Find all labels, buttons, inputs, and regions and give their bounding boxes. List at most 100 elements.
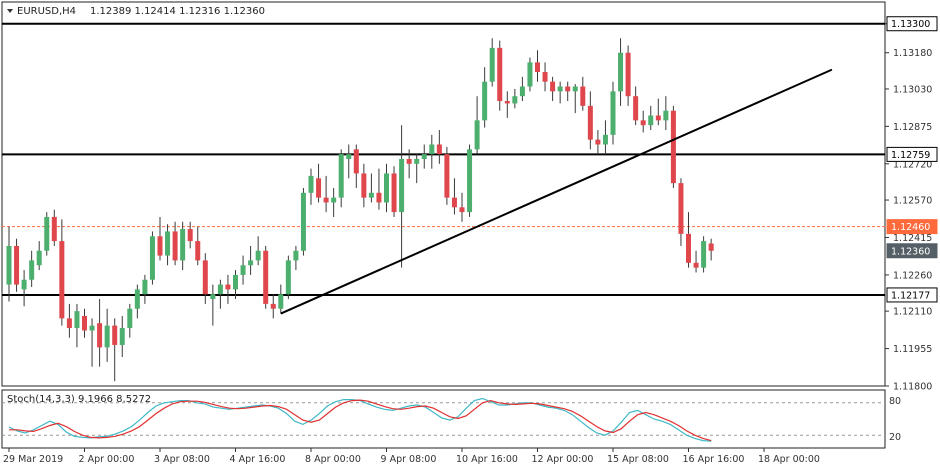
candle: [248, 245, 254, 275]
candle: [74, 303, 80, 348]
candle: [519, 76, 525, 102]
candle: [134, 284, 140, 319]
candle-body: [149, 236, 155, 280]
x-tick-label: 9 Apr 08:00: [381, 454, 437, 465]
candle: [202, 253, 208, 304]
candle: [127, 303, 133, 338]
candle-body: [625, 52, 631, 97]
candle-body: [610, 91, 616, 135]
candle: [240, 255, 246, 285]
candle: [89, 318, 95, 367]
x-tick-label: 10 Apr 16:00: [456, 454, 518, 465]
candle: [565, 81, 571, 102]
bid-price-badge-text: 1.12360: [891, 246, 930, 257]
candle-body: [368, 192, 374, 198]
candle-body: [119, 328, 125, 345]
y-tick-label: 1.12260: [893, 270, 932, 281]
candle: [474, 96, 480, 155]
candle-body: [527, 62, 533, 87]
candle: [180, 221, 186, 271]
candle: [414, 154, 420, 184]
candle: [640, 110, 646, 133]
candle-body: [51, 216, 57, 242]
candle-body: [285, 260, 291, 295]
x-tick-label: 29 Mar 2019: [3, 454, 63, 465]
candle: [104, 308, 110, 362]
candle: [97, 299, 103, 367]
candle-body: [686, 233, 691, 263]
candle-body: [157, 236, 163, 256]
candle-body: [436, 144, 442, 155]
current-line-badge: 1.12460: [886, 219, 938, 235]
candle: [255, 236, 261, 266]
candle: [165, 224, 171, 266]
candle-body: [202, 260, 208, 295]
candle-body: [104, 325, 110, 348]
candle-body: [482, 81, 488, 121]
candle: [270, 294, 276, 319]
candle-body: [595, 139, 601, 145]
stochastic-lines: [2, 397, 885, 442]
candle: [451, 178, 457, 215]
candle-body: [535, 62, 540, 73]
candle-body: [384, 173, 389, 203]
candle-body: [323, 197, 329, 203]
candle-body: [74, 311, 80, 329]
candle-body: [300, 192, 306, 251]
candle: [51, 209, 57, 246]
candle-body: [542, 72, 548, 82]
trendline: [280, 68, 833, 315]
candle-body: [66, 318, 72, 329]
candle: [368, 173, 374, 203]
candle: [587, 91, 593, 150]
y-tick-label: 1.12110: [893, 307, 932, 318]
candle-body: [6, 245, 12, 285]
candle: [512, 88, 518, 109]
candle: [535, 50, 540, 82]
current-line-badge-box: [886, 219, 938, 235]
x-tick-label: 16 Apr 16:00: [683, 454, 745, 465]
candle-body: [112, 325, 118, 345]
symbol-label: EURUSD,H4: [17, 6, 76, 17]
candle: [66, 303, 72, 338]
candle-body: [701, 241, 707, 268]
candle-body: [580, 86, 586, 106]
x-tick-label: 3 Apr 08:00: [154, 454, 210, 465]
candle: [353, 144, 359, 188]
candle-body: [504, 101, 510, 104]
candle-body: [602, 134, 608, 145]
candle-body: [346, 154, 352, 159]
candle: [217, 279, 223, 309]
candle: [618, 38, 624, 106]
candle: [36, 241, 42, 271]
candle: [233, 270, 238, 300]
candle: [686, 212, 691, 268]
candle-body: [210, 294, 216, 300]
candle: [610, 81, 616, 145]
level-badge-box: [886, 16, 938, 32]
candle: [489, 38, 495, 87]
candle: [595, 130, 601, 155]
candle-body: [21, 279, 27, 290]
level-badge-text: 1.12759: [891, 150, 930, 161]
candle: [429, 134, 435, 169]
candle-body: [648, 115, 654, 126]
bid-price-badge: 1.12360: [886, 243, 938, 259]
candle-body: [180, 229, 186, 261]
candle-body: [414, 158, 420, 164]
candle: [112, 318, 118, 382]
level-badge-box: [886, 287, 938, 303]
price-panel: [1, 1, 886, 387]
candle: [459, 192, 465, 222]
candle: [263, 245, 269, 309]
chevron-down-icon[interactable]: [7, 9, 13, 13]
candle: [316, 163, 322, 203]
candle-body: [240, 265, 246, 275]
candle-body: [14, 245, 20, 285]
current-line-badge-text: 1.12460: [891, 222, 930, 233]
candlesticks: [6, 38, 714, 382]
candle: [384, 163, 389, 213]
y-tick-label: 1.12570: [893, 196, 932, 207]
candle-body: [489, 47, 495, 82]
